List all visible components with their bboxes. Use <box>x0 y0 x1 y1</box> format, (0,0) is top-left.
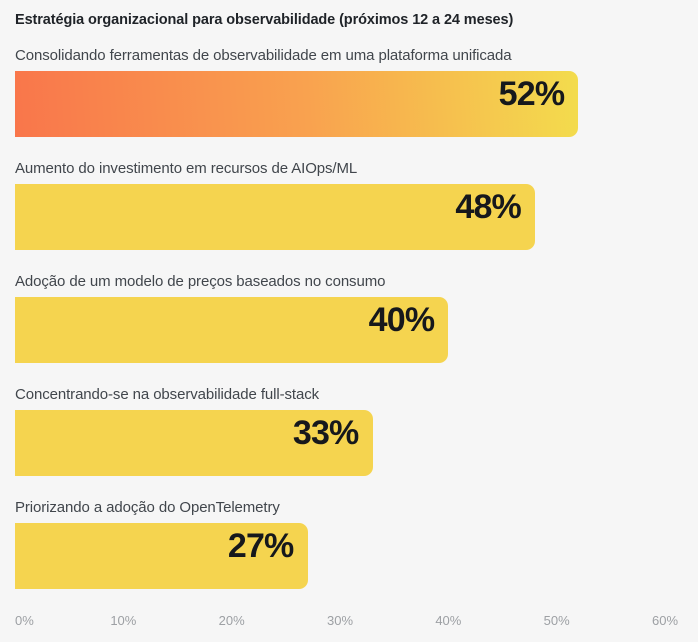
bar-value-label: 33% <box>292 414 359 452</box>
bar: 27% <box>15 523 308 589</box>
bar-category-label: Consolidando ferramentas de observabilid… <box>15 47 512 64</box>
x-axis-tick-label: 20% <box>218 613 245 628</box>
x-axis-tick-label: 50% <box>543 613 570 628</box>
bar-value-label: 40% <box>368 301 435 339</box>
bars-container: Consolidando ferramentas de observabilid… <box>15 48 665 589</box>
bar-row: Adoção de um modelo de preços baseados n… <box>15 274 665 363</box>
x-axis-tick-label: 40% <box>435 613 462 628</box>
x-axis: 0% 10% 20% 30% 40% 50% 60% <box>15 613 678 629</box>
bar: 52% <box>15 71 579 137</box>
bar-row: Concentrando-se na observabilidade full-… <box>15 387 665 476</box>
bar-value-label: 27% <box>227 527 294 565</box>
bar-row: Aumento do investimento em recursos de A… <box>15 161 665 250</box>
bar: 48% <box>15 184 535 250</box>
bar-row: Consolidando ferramentas de observabilid… <box>15 48 665 137</box>
bar: 40% <box>15 297 449 363</box>
bar: 33% <box>15 410 373 476</box>
bar-row: Priorizando a adoção do OpenTelemetry 27% <box>15 500 665 589</box>
x-axis-tick-label: 10% <box>110 613 137 628</box>
bar-category-label: Adoção de um modelo de preços baseados n… <box>15 273 386 290</box>
chart-title: Estratégia organizacional para observabi… <box>15 12 514 28</box>
bar-value-label: 52% <box>498 75 565 113</box>
chart-plot-area: Consolidando ferramentas de observabilid… <box>15 48 678 629</box>
bar-category-label: Aumento do investimento em recursos de A… <box>15 160 358 177</box>
bar-category-label: Concentrando-se na observabilidade full-… <box>15 386 320 403</box>
x-axis-tick-label: 60% <box>651 613 679 628</box>
bar-category-label: Priorizando a adoção do OpenTelemetry <box>15 499 280 516</box>
x-axis-tick-label: 0% <box>15 613 34 628</box>
bar-value-label: 48% <box>455 188 521 226</box>
x-axis-tick-label: 30% <box>326 613 354 628</box>
